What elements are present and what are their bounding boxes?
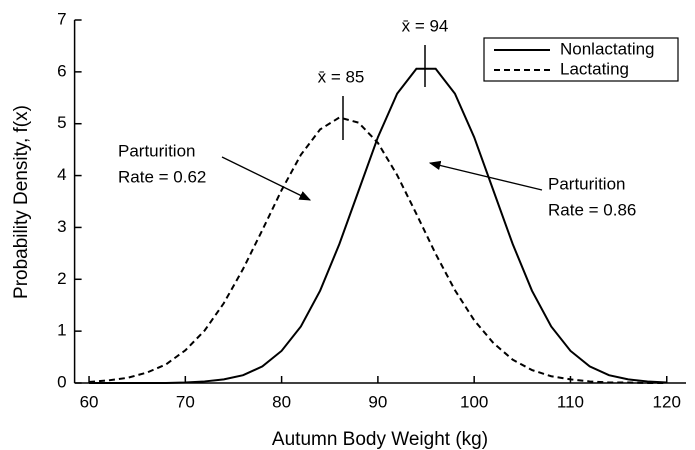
series-line [89, 67, 667, 384]
annotation: Rate = 0.86 [548, 200, 636, 219]
y-tick-label: 2 [57, 269, 66, 288]
x-tick-label: 90 [368, 392, 387, 411]
annotation: Rate = 0.62 [118, 167, 206, 186]
annotation: x̄ = 85 [318, 67, 365, 86]
y-tick-label: 7 [57, 9, 66, 28]
x-tick-label: 60 [80, 392, 99, 411]
series-line [88, 116, 667, 384]
x-tick-label: 80 [272, 392, 291, 411]
annotation-arrow [428, 160, 543, 191]
legend-box [483, 37, 679, 82]
annotation: Parturition [118, 141, 195, 160]
x-axis-label: Autumn Body Weight (kg) [272, 429, 488, 450]
legend-label: Nonlactating [560, 39, 655, 58]
y-axis-label: Probability Density, f(x) [11, 105, 32, 299]
x-tick-label: 120 [653, 392, 681, 411]
legend-label: Lactating [560, 59, 629, 78]
y-tick-label: 4 [57, 165, 66, 184]
y-tick-label: 0 [57, 372, 66, 391]
annotation: Parturition [548, 174, 625, 193]
x-tick-label: 70 [176, 392, 195, 411]
annotation: x̄ = 94 [402, 16, 449, 35]
y-tick-label: 6 [57, 61, 66, 80]
x-tick-label: 100 [460, 392, 488, 411]
x-tick-label: 110 [557, 392, 584, 411]
y-tick-label: 1 [57, 321, 66, 340]
y-tick-label: 3 [57, 217, 66, 236]
y-tick-label: 5 [57, 113, 66, 132]
annotation-arrow [221, 156, 312, 201]
